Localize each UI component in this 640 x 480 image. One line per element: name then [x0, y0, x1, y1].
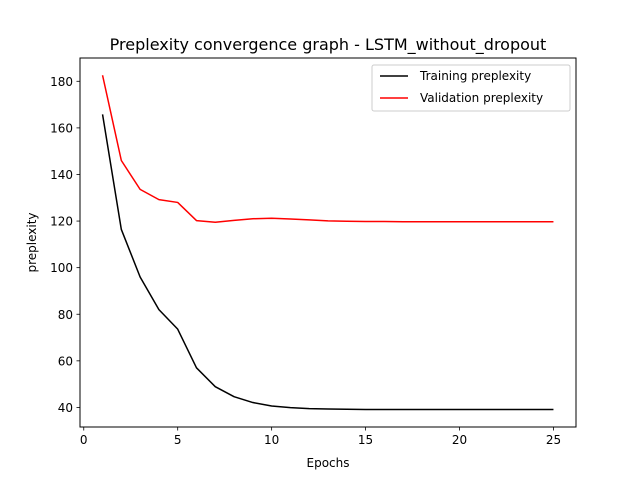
plot-lines: [101, 75, 554, 411]
x-tick-label: 20: [452, 433, 467, 447]
y-tick-label: 40: [58, 401, 73, 415]
series-line-training: [101, 114, 554, 411]
x-tick-label: 25: [546, 433, 561, 447]
y-tick-label: 140: [50, 168, 73, 182]
legend-label-validation: Validation preplexity: [420, 91, 543, 105]
legend-label-training: Training preplexity: [419, 69, 531, 83]
series-line-validation: [101, 75, 554, 223]
y-axis-label: preplexity: [25, 212, 39, 272]
y-tick-label: 180: [50, 75, 73, 89]
x-tick-label: 10: [264, 433, 279, 447]
x-tick-label: 5: [174, 433, 182, 447]
y-tick-label: 160: [50, 121, 73, 135]
y-axis-ticks: 40 60 80 100 120 140 160 180: [50, 75, 80, 415]
plot-frame: [79, 57, 577, 428]
legend: Training preplexity Validation preplexit…: [371, 64, 571, 112]
y-tick-label: 100: [50, 261, 73, 275]
x-tick-label: 0: [80, 433, 88, 447]
chart-title: Preplexity convergence graph - LSTM_with…: [110, 35, 547, 55]
x-axis-label: Epochs: [307, 456, 350, 470]
x-tick-label: 15: [358, 433, 373, 447]
y-tick-label: 120: [50, 215, 73, 229]
y-tick-label: 60: [58, 354, 73, 368]
legend-box: [371, 64, 571, 112]
y-tick-label: 80: [58, 308, 73, 322]
x-axis-ticks: 0 5 10 15 20 25: [80, 427, 561, 447]
